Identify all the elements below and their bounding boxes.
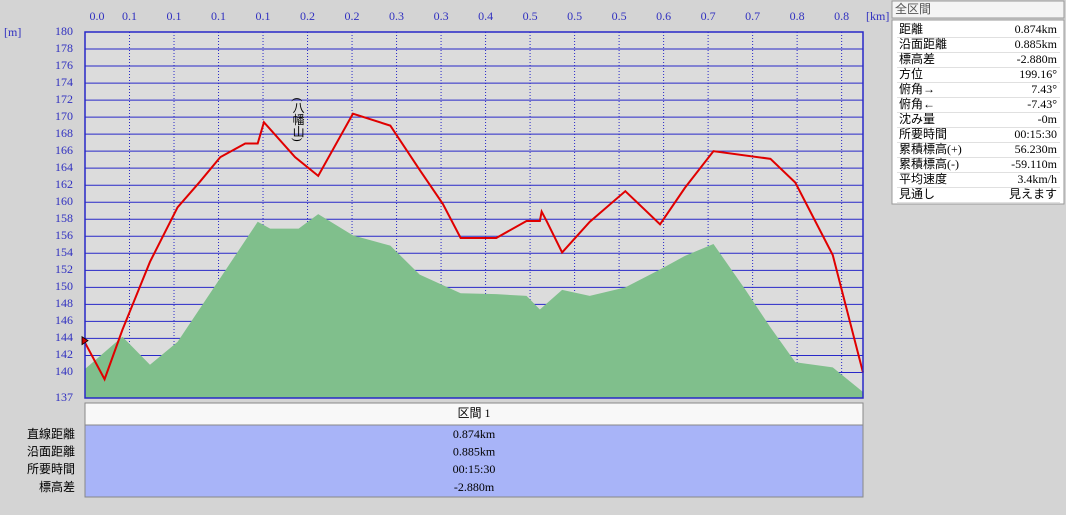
y-tick-label: 142: [55, 347, 73, 361]
x-tick-label: 0.1: [256, 9, 271, 23]
summary-row-value: -59.110m: [1011, 157, 1058, 171]
summary-row-label: 距離: [899, 22, 923, 36]
annotation: (八幡山): [291, 98, 305, 142]
x-tick-label: 0.1: [167, 9, 182, 23]
y-tick-label: 150: [55, 279, 73, 293]
y-tick-label: 152: [55, 262, 73, 276]
y-tick-label: 148: [55, 296, 73, 310]
y-tick-label: 170: [55, 109, 73, 123]
summary-row-value: -2.880m: [1017, 52, 1058, 66]
y-tick-label: 168: [55, 126, 73, 140]
summary-title: 全区間: [895, 1, 931, 16]
summary-row-value: 0.874km: [1015, 22, 1058, 36]
section-body-bg: [84, 424, 864, 498]
section-row-value: 0.885km: [453, 444, 496, 458]
section-row-value: 0.874km: [453, 427, 496, 441]
terrain-area: [85, 214, 863, 398]
x-tick-label: 0.7: [745, 9, 760, 23]
summary-row-label: 沿面距離: [899, 37, 947, 51]
summary-row-label: 累積標高(+): [899, 141, 962, 156]
summary-row-label: 平均速度: [899, 171, 947, 186]
y-tick-label: 137: [55, 390, 73, 404]
y-tick-label: 156: [55, 228, 73, 242]
section-row-label: 標高差: [39, 479, 75, 494]
x-tick-label: 0.1: [211, 9, 226, 23]
summary-row-label: 俯角→: [899, 81, 935, 96]
x-tick-label: 0.7: [701, 9, 716, 23]
summary-row-label: 沈み量: [899, 111, 935, 126]
y-tick-label: 158: [55, 211, 73, 225]
y-tick-label: 154: [55, 245, 73, 259]
summary-row-value: 56.230m: [1015, 142, 1058, 156]
y-tick-label: 164: [55, 160, 73, 174]
y-tick-label: 172: [55, 92, 73, 106]
summary-row-value: -0m: [1038, 112, 1058, 126]
x-tick-label: 0.8: [790, 9, 805, 23]
y-tick-label: 162: [55, 177, 73, 191]
x-tick-label: 0.3: [434, 9, 449, 23]
summary-row-label: 方位: [899, 66, 923, 81]
x-tick-label: 0.5: [567, 9, 582, 23]
summary-row-value: 見えます: [1009, 187, 1057, 201]
summary-row-value: 3.4km/h: [1017, 172, 1057, 186]
y-tick-label: 174: [55, 75, 73, 89]
y-tick-label: 180: [55, 24, 73, 38]
x-tick-label: 0.5: [523, 9, 538, 23]
start-marker: [81, 335, 89, 346]
x-tick-label: 0.0: [90, 9, 105, 23]
section-row-label: 所要時間: [27, 462, 75, 476]
x-tick-label: 0.8: [834, 9, 849, 23]
y-axis-unit: [m]: [4, 25, 21, 39]
x-tick-label: 0.6: [656, 9, 671, 23]
summary-row-label: 所要時間: [899, 127, 947, 141]
summary-row-value: 00:15:30: [1014, 127, 1057, 141]
summary-row-label: 俯角←: [899, 96, 935, 111]
x-tick-label: 0.2: [300, 9, 315, 23]
summary-row-label: 累積標高(-): [899, 156, 959, 171]
plot-border: [84, 31, 864, 399]
summary-row-value: -7.43°: [1027, 97, 1057, 111]
x-tick-label: 0.3: [389, 9, 404, 23]
section-row-label: 直線距離: [27, 426, 75, 441]
y-tick-label: 176: [55, 58, 73, 72]
summary-row-label: 標高差: [899, 51, 935, 66]
x-axis-unit: [km]: [866, 9, 889, 23]
summary-row-label: 見通し: [899, 187, 935, 201]
summary-row-value: 199.16°: [1019, 67, 1057, 81]
route-line: [84, 112, 864, 382]
y-tick-label: 140: [55, 364, 73, 378]
y-tick-label: 144: [55, 330, 73, 344]
y-tick-label: 160: [55, 194, 73, 208]
section-header: 区間 1: [457, 406, 490, 420]
section-row-label: 沿面距離: [27, 444, 75, 458]
summary-title-bg: [891, 0, 1065, 19]
x-tick-label: 0.4: [478, 9, 493, 23]
x-tick-label: 0.5: [612, 9, 627, 23]
section-row-value: 00:15:30: [453, 462, 496, 476]
summary-row-value: 7.43°: [1031, 82, 1057, 96]
y-tick-label: 146: [55, 313, 73, 327]
y-tick-label: 166: [55, 143, 73, 157]
summary-row-value: 0.885km: [1015, 37, 1058, 51]
section-row-value: -2.880m: [454, 480, 495, 494]
x-tick-label: 0.2: [345, 9, 360, 23]
y-tick-label: 178: [55, 41, 73, 55]
x-tick-label: 0.1: [122, 9, 137, 23]
